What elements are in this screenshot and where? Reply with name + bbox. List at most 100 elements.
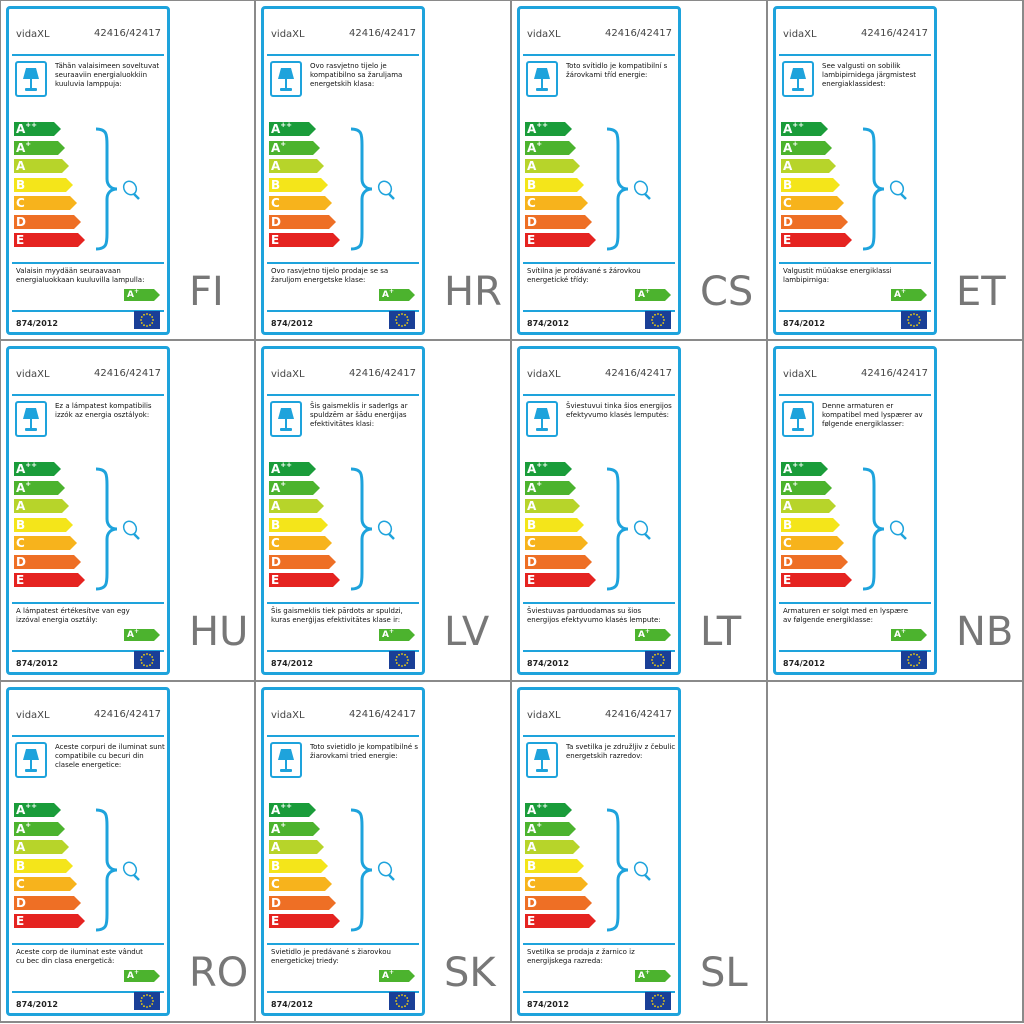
brace-icon [604, 808, 654, 938]
regulation-number: 874/2012 [527, 1000, 569, 1009]
energy-class-letter: A [527, 122, 537, 136]
badge-sup: + [644, 969, 650, 976]
energy-class-letter: E [783, 233, 792, 247]
energy-class-sup: ++ [25, 802, 38, 810]
energy-class-row: B [525, 177, 584, 192]
energy-class-letter: B [271, 517, 281, 532]
eu-flag-icon [134, 651, 160, 669]
energy-label: vidaXL 42416/42417 Toto svietidlo je kom… [261, 687, 425, 1016]
energy-class-row: B [14, 177, 73, 192]
badge-letter: A [382, 630, 389, 640]
brace-icon [604, 467, 654, 597]
energy-class-row: A+ [525, 821, 576, 836]
label-cell: vidaXL 42416/42417 Denne armaturen er ko… [768, 341, 1024, 682]
regulation-number: 874/2012 [271, 1000, 313, 1009]
badge-letter: A [638, 971, 645, 981]
header-divider [12, 54, 164, 56]
energy-class-letter: E [271, 573, 280, 587]
section-divider [267, 943, 419, 945]
energy-class-row: C [525, 196, 588, 210]
badge-letter: A [638, 290, 645, 300]
compatibility-text: Šis gaismeklis ir saderīgs ar spuldzēm a… [310, 402, 408, 428]
sold-with-text: Ovo rasvjetno tijelo prodaje se sa žarul… [271, 267, 389, 284]
energy-class-row: C [525, 536, 588, 550]
header-divider [779, 54, 931, 56]
energy-class-letter: D [783, 554, 793, 569]
energy-class-letter: E [271, 233, 280, 247]
energy-class-letter: A [271, 480, 281, 495]
brace-icon [860, 127, 910, 257]
eu-flag-icon [389, 651, 415, 669]
energy-class-letter: B [271, 177, 281, 192]
model-number: 42416/42417 [605, 28, 672, 39]
energy-class-letter: E [527, 233, 536, 247]
eu-flag-icon [134, 311, 160, 329]
compatibility-text: Šviestuvui tinka šios energijos efektyvu… [566, 402, 672, 419]
energy-class-letter: A [16, 821, 26, 836]
energy-class-row: D [14, 554, 81, 569]
label-cell: vidaXL 42416/42417 Ovo rasvjetno tijelo … [256, 0, 512, 341]
energy-class-row: B [14, 858, 73, 873]
energy-class-letter: C [783, 536, 792, 550]
energy-class-row: A [781, 499, 836, 513]
energy-class-letter: A [783, 159, 793, 173]
energy-class-row: A++ [14, 122, 61, 136]
energy-class-letter: C [527, 877, 536, 891]
energy-class-letter: A [271, 821, 281, 836]
energy-class-row: A+ [269, 821, 320, 836]
header-divider [12, 394, 164, 396]
brand-name: vidaXL [527, 29, 561, 40]
brace-icon [348, 127, 398, 257]
energy-class-row: B [781, 177, 840, 192]
energy-class-letter: E [271, 914, 280, 928]
energy-class-row: C [781, 536, 844, 550]
energy-class-letter: C [783, 196, 792, 210]
energy-class-row: E [781, 573, 852, 587]
header-divider [267, 394, 419, 396]
sold-with-text: Svítilna je prodávané s žárovkou energet… [527, 267, 641, 284]
compatibility-text: Tähän valaisimeen soveltuvat seuraaviin … [55, 62, 160, 88]
energy-class-letter: A [16, 122, 26, 136]
energy-class-letter: D [783, 214, 793, 229]
energy-class-letter: D [527, 895, 537, 910]
energy-class-row: A [14, 159, 69, 173]
energy-class-sup: ++ [792, 121, 805, 129]
energy-class-letter: C [16, 877, 25, 891]
energy-class-row: D [525, 554, 592, 569]
badge-letter: A [127, 971, 134, 981]
language-code: LV [444, 609, 490, 655]
section-divider [523, 943, 675, 945]
energy-class-letter: A [783, 140, 793, 155]
brace-icon [348, 467, 398, 597]
energy-class-row: A [269, 159, 324, 173]
label-cell: vidaXL 42416/42417 Toto svietidlo je kom… [256, 682, 512, 1023]
energy-class-row: A [525, 840, 580, 854]
energy-class-row: A+ [14, 480, 65, 495]
section-divider [523, 602, 675, 604]
energy-class-row: D [14, 214, 81, 229]
bulb-icon [377, 861, 395, 881]
footer-divider [779, 310, 931, 312]
label-cell: vidaXL 42416/42417 Šis gaismeklis ir sad… [256, 341, 512, 682]
eu-flag-icon [645, 992, 671, 1010]
energy-class-row: A [525, 159, 580, 173]
energy-class-row: A++ [14, 462, 61, 476]
energy-class-letter: A [271, 122, 281, 136]
language-code: RO [189, 950, 249, 996]
energy-class-row: A+ [14, 821, 65, 836]
energy-class-row: B [269, 858, 328, 873]
model-number: 42416/42417 [94, 28, 161, 39]
model-number: 42416/42417 [349, 709, 416, 720]
energy-class-letter: E [16, 573, 25, 587]
lamp-icon [526, 401, 558, 437]
energy-class-row: C [269, 536, 332, 550]
energy-class-letter: A [783, 122, 793, 136]
energy-class-row: A++ [14, 803, 61, 817]
badge-sup: + [388, 288, 394, 295]
footer-divider [12, 650, 164, 652]
sold-with-text: Svetilka se prodaja z žarnico iz energij… [527, 948, 635, 965]
energy-class-row: B [525, 517, 584, 532]
eu-flag-icon [901, 651, 927, 669]
lamp-icon [526, 742, 558, 778]
